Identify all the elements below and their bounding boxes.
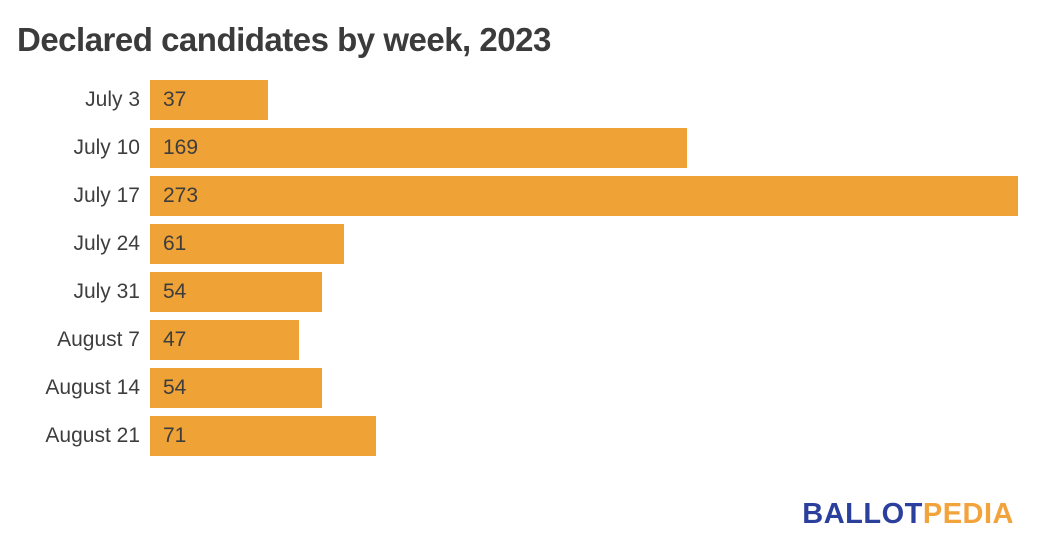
bar: 71	[150, 416, 376, 456]
bar-track: 61	[150, 224, 1040, 264]
logo-text-ballot: BALLOT	[802, 498, 923, 530]
bar-track: 54	[150, 272, 1040, 312]
bar-chart: July 3 37 July 10 169 July 17 273 July 24 61 Jul…	[0, 80, 1040, 464]
bar: 47	[150, 320, 300, 360]
category-label: August 7	[57, 328, 140, 351]
bar-track: 71	[150, 416, 1040, 456]
bar-track: 273	[150, 176, 1040, 216]
bar: 54	[150, 272, 322, 312]
chart-row: August 14 54	[0, 368, 1040, 408]
bar: 273	[150, 176, 1018, 216]
category-label: August 21	[45, 424, 140, 447]
chart-row: July 3 37	[0, 80, 1040, 120]
value-label: 169	[163, 136, 199, 159]
chart-title: Declared candidates by week, 2023	[17, 21, 551, 58]
bar-track: 47	[150, 320, 1040, 360]
category-label: July 10	[73, 136, 140, 159]
chart-row: July 24 61	[0, 224, 1040, 264]
chart-row: August 7 47	[0, 320, 1040, 360]
value-label: 61	[163, 232, 187, 255]
category-label: July 17	[73, 184, 140, 207]
bar: 61	[150, 224, 344, 264]
category-label: August 14	[45, 376, 140, 399]
category-label: July 3	[85, 88, 140, 111]
value-label: 71	[163, 424, 187, 447]
value-label: 37	[163, 88, 187, 111]
ballotpedia-logo: BALLOTPEDIA	[802, 498, 1014, 531]
bar-track: 54	[150, 368, 1040, 408]
chart-row: July 10 169	[0, 128, 1040, 168]
bar-track: 37	[150, 80, 1040, 120]
value-label: 47	[163, 328, 187, 351]
category-label: July 31	[73, 280, 140, 303]
bar: 54	[150, 368, 322, 408]
chart-row: July 17 273	[0, 176, 1040, 216]
bar: 169	[150, 128, 688, 168]
value-label: 273	[163, 184, 199, 207]
logo-text-pedia: PEDIA	[922, 498, 1014, 530]
value-label: 54	[163, 280, 187, 303]
chart-row: July 31 54	[0, 272, 1040, 312]
category-label: July 24	[73, 232, 140, 255]
bar-track: 169	[150, 128, 1040, 168]
chart-row: August 21 71	[0, 416, 1040, 456]
value-label: 54	[163, 376, 187, 399]
bar: 37	[150, 80, 268, 120]
